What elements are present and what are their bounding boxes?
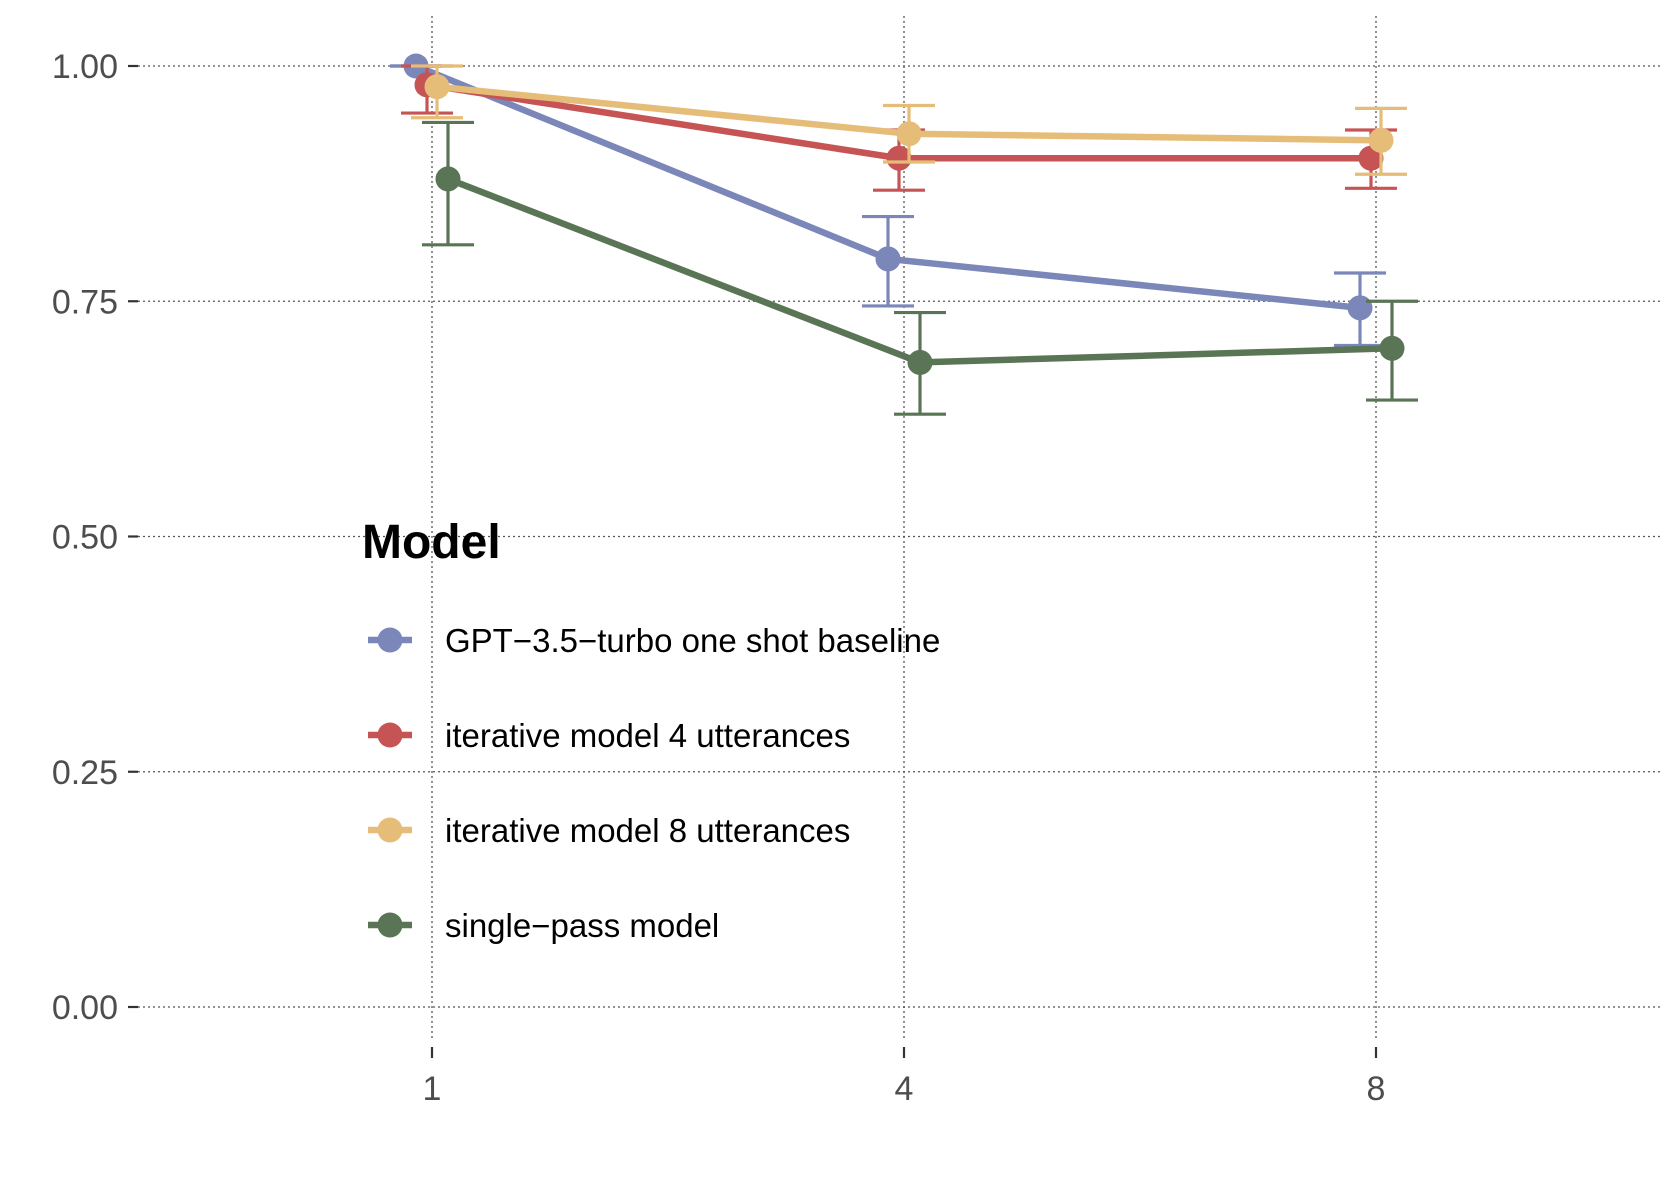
- legend-label: iterative model 8 utterances: [445, 812, 850, 849]
- y-tick-label: 0.25: [52, 754, 118, 792]
- data-point: [1368, 127, 1394, 153]
- data-point: [1347, 295, 1373, 321]
- y-tick-label: 1.00: [52, 48, 118, 86]
- x-tick-label: 1: [423, 1070, 442, 1108]
- legend-title: Model: [362, 516, 501, 569]
- legend-key-dot: [377, 912, 403, 938]
- legend-label: iterative model 4 utterances: [445, 717, 850, 754]
- series-4: [422, 120, 1418, 416]
- legend-item: GPT−3.5−turbo one shot baseline: [368, 622, 940, 659]
- legend-key-dot: [377, 722, 403, 748]
- data-point: [1379, 335, 1405, 361]
- data-point: [875, 246, 901, 272]
- legend-item: single−pass model: [368, 907, 719, 944]
- legend-item: iterative model 4 utterances: [368, 717, 850, 754]
- series-group: [390, 53, 1418, 416]
- data-point: [424, 74, 450, 100]
- data-point: [907, 349, 933, 375]
- data-point: [886, 145, 912, 171]
- legend-key-dot: [377, 627, 403, 653]
- y-tick-label: 0.50: [52, 519, 118, 557]
- y-tick-label: 0.00: [52, 989, 118, 1027]
- data-point: [435, 166, 461, 192]
- legend-item: iterative model 8 utterances: [368, 812, 850, 849]
- legend-label: single−pass model: [445, 907, 719, 944]
- x-tick-label: 4: [895, 1070, 914, 1108]
- legend: Model GPT−3.5−turbo one shot baseline ite…: [362, 516, 940, 944]
- axes: 0.00 0.25 0.50 0.75 1.00 1 4 8: [52, 48, 1386, 1108]
- series-3: [411, 64, 1407, 176]
- legend-label: GPT−3.5−turbo one shot baseline: [445, 622, 940, 659]
- legend-items: GPT−3.5−turbo one shot baseline iterative…: [368, 622, 940, 944]
- x-tick-label: 8: [1367, 1070, 1386, 1108]
- legend-key-dot: [377, 817, 403, 843]
- grid: [138, 16, 1661, 1040]
- y-tick-label: 0.75: [52, 283, 118, 321]
- data-point: [896, 121, 922, 147]
